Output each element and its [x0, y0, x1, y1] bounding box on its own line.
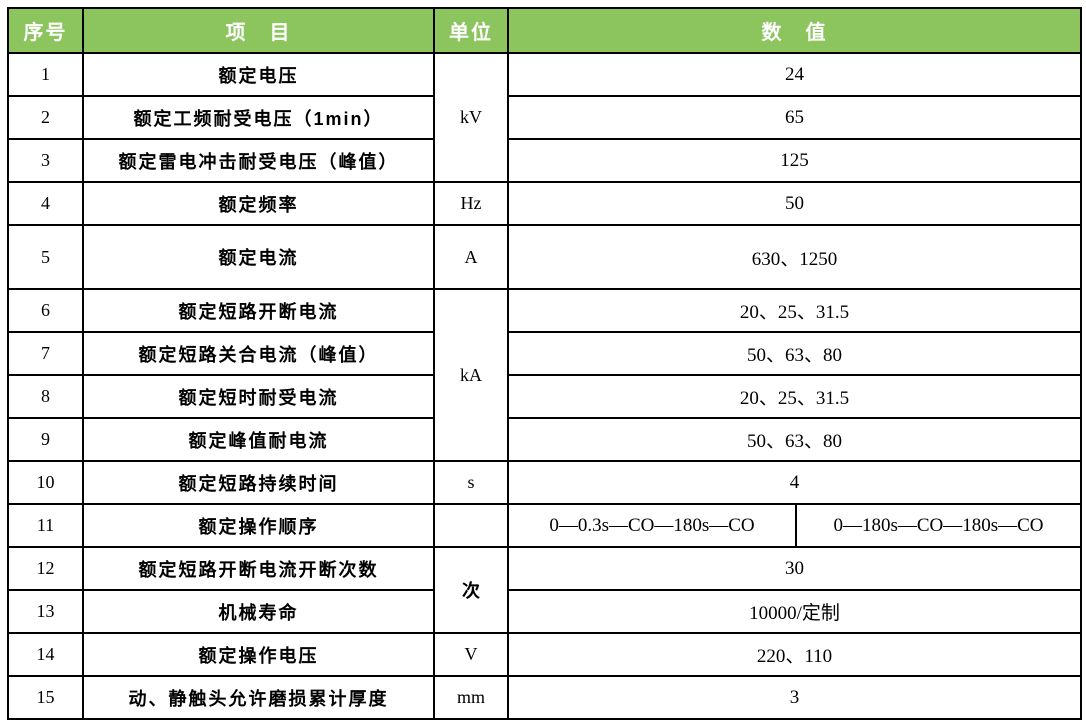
table-row: 4 额定频率 Hz 50	[7, 181, 1082, 226]
spec-table: 序号 项 目 单位 数 值 1 额定电压 kV 24 2 额定工频耐受电压（1m…	[7, 7, 1082, 720]
page: 序号 项 目 单位 数 值 1 额定电压 kV 24 2 额定工频耐受电压（1m…	[7, 7, 1082, 720]
table-row: 10 额定短路持续时间 s 4	[7, 460, 1082, 505]
item-cell: 机械寿命	[82, 589, 435, 634]
unit-cell: 次	[433, 546, 509, 634]
value-cell: 65	[507, 95, 1082, 140]
serial-cell: 15	[7, 675, 84, 720]
value-cell: 50、63、80	[507, 331, 1082, 376]
value-cell: 125	[507, 138, 1082, 183]
unit-cell: V	[433, 632, 509, 677]
value-cell: 3	[507, 675, 1082, 720]
serial-cell: 13	[7, 589, 84, 634]
table-row: 7 额定短路关合电流（峰值） 50、63、80	[7, 331, 1082, 376]
unit-cell	[433, 503, 509, 548]
serial-cell: 1	[7, 52, 84, 97]
value-cell: 24	[507, 52, 1082, 97]
item-cell: 额定短路持续时间	[82, 460, 435, 505]
unit-cell: mm	[433, 675, 509, 720]
unit-cell: s	[433, 460, 509, 505]
item-cell: 额定峰值耐电流	[82, 417, 435, 462]
item-cell: 额定短路开断电流	[82, 288, 435, 333]
table-row: 13 机械寿命 10000/定制	[7, 589, 1082, 634]
col-header-value: 数 值	[507, 7, 1082, 54]
col-header-no: 序号	[7, 7, 84, 54]
serial-cell: 3	[7, 138, 84, 183]
unit-cell: Hz	[433, 181, 509, 226]
serial-cell: 9	[7, 417, 84, 462]
serial-cell: 14	[7, 632, 84, 677]
value-cell: 50、63、80	[507, 417, 1082, 462]
header-row: 序号 项 目 单位 数 值	[7, 7, 1082, 54]
item-cell: 额定操作顺序	[82, 503, 435, 548]
item-cell: 额定短时耐受电流	[82, 374, 435, 419]
item-cell: 额定操作电压	[82, 632, 435, 677]
item-cell: 额定电压	[82, 52, 435, 97]
value-cell-left: 0—0.3s—CO—180s—CO	[507, 503, 797, 548]
serial-cell: 2	[7, 95, 84, 140]
serial-cell: 7	[7, 331, 84, 376]
unit-cell: kA	[433, 288, 509, 462]
serial-cell: 6	[7, 288, 84, 333]
table-row: 2 额定工频耐受电压（1min） 65	[7, 95, 1082, 140]
table-row: 6 额定短路开断电流 kA 20、25、31.5	[7, 288, 1082, 462]
serial-cell: 11	[7, 503, 84, 548]
table-row: 14 额定操作电压 V 220、110	[7, 632, 1082, 677]
table-row: 11 额定操作顺序 0—0.3s—CO—180s—CO 0—180s—CO—18…	[7, 503, 1082, 548]
item-cell: 额定雷电冲击耐受电压（峰值）	[82, 138, 435, 183]
value-cell: 20、25、31.5	[507, 288, 1082, 333]
unit-cell: kV	[433, 52, 509, 183]
table-row: 1 额定电压 kV 24	[7, 52, 1082, 183]
item-cell: 额定频率	[82, 181, 435, 226]
unit-cell: A	[433, 224, 509, 290]
table-row: 5 额定电流 A 630、1250	[7, 224, 1082, 290]
table-row: 9 额定峰值耐电流 50、63、80	[7, 417, 1082, 462]
value-cell: 4	[507, 460, 1082, 505]
value-cell: 220、110	[507, 632, 1082, 677]
item-cell: 额定短路开断电流开断次数	[82, 546, 435, 591]
value-cell: 20、25、31.5	[507, 374, 1082, 419]
value-cell: 30	[507, 546, 1082, 591]
value-cell: 630、1250	[507, 224, 1082, 290]
value-cell-right: 0—180s—CO—180s—CO	[795, 503, 1082, 548]
col-header-item: 项 目	[82, 7, 435, 54]
item-cell: 额定电流	[82, 224, 435, 290]
table-row: 12 额定短路开断电流开断次数 次 30	[7, 546, 1082, 634]
table-row: 8 额定短时耐受电流 20、25、31.5	[7, 374, 1082, 419]
serial-cell: 4	[7, 181, 84, 226]
col-header-unit: 单位	[433, 7, 509, 54]
serial-cell: 12	[7, 546, 84, 591]
table-row: 3 额定雷电冲击耐受电压（峰值） 125	[7, 138, 1082, 183]
value-cell: 50	[507, 181, 1082, 226]
value-cell: 10000/定制	[507, 589, 1082, 634]
table-row: 15 动、静触头允许磨损累计厚度 mm 3	[7, 675, 1082, 720]
serial-cell: 5	[7, 224, 84, 290]
serial-cell: 10	[7, 460, 84, 505]
serial-cell: 8	[7, 374, 84, 419]
item-cell: 额定工频耐受电压（1min）	[82, 95, 435, 140]
item-cell: 额定短路关合电流（峰值）	[82, 331, 435, 376]
item-cell: 动、静触头允许磨损累计厚度	[82, 675, 435, 720]
